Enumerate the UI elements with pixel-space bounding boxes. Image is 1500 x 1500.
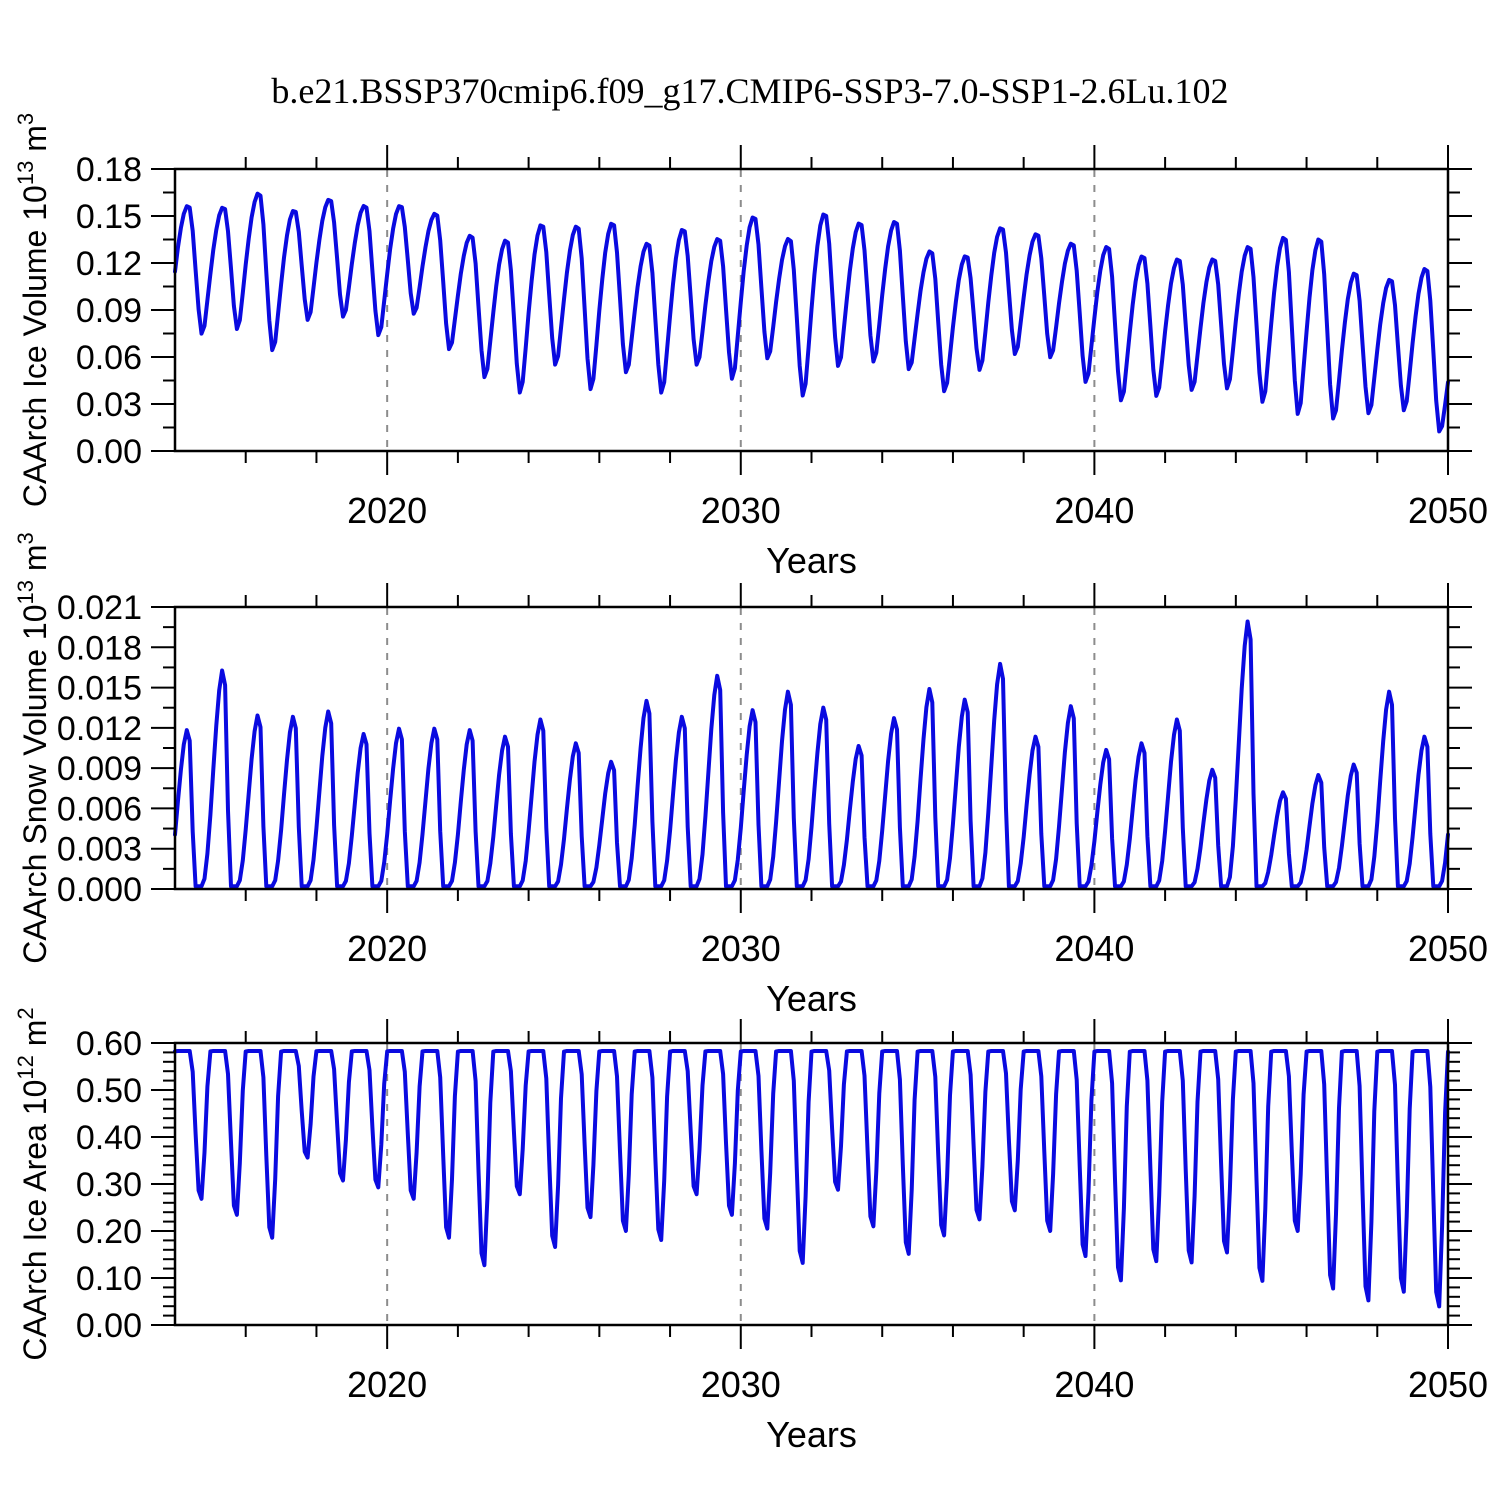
y-tick-label: 0.021 — [57, 589, 142, 627]
y-tick-label: 0.03 — [76, 386, 142, 424]
x-tick-label: 2050 — [1408, 928, 1488, 969]
x-tick-label: 2030 — [701, 490, 781, 531]
x-tick-label: 2040 — [1054, 490, 1134, 531]
x-axis-label: Years — [766, 540, 857, 581]
chart-title: b.e21.BSSP370cmip6.f09_g17.CMIP6-SSP3-7.… — [271, 71, 1229, 111]
y-tick-label: 0.20 — [76, 1213, 142, 1251]
snow-volume-series-line — [173, 619, 1450, 889]
x-tick-label: 2040 — [1054, 928, 1134, 969]
y-tick-label: 0.018 — [57, 629, 142, 667]
y-tick-label: 0.012 — [57, 710, 142, 748]
y-tick-label: 0.18 — [76, 151, 142, 189]
y-tick-label: 0.015 — [57, 670, 142, 708]
x-tick-label: 2050 — [1408, 490, 1488, 531]
ice-area-series-line — [173, 1049, 1450, 1309]
y-tick-label: 0.000 — [57, 871, 142, 909]
y-tick-label: 0.003 — [57, 831, 142, 869]
y-tick-label: 0.40 — [76, 1119, 142, 1157]
x-tick-label: 2040 — [1054, 1364, 1134, 1405]
x-tick-label: 2030 — [701, 1364, 781, 1405]
plot-snow-volume: 0.0000.0030.0060.0090.0120.0150.0180.021… — [13, 532, 1488, 1019]
y-axis-label-snow-volume: CAArch Snow Volume 1013 m3 — [13, 532, 53, 964]
y-tick-label: 0.12 — [76, 245, 142, 283]
x-axis-label: Years — [766, 978, 857, 1019]
ice-volume-series-line — [173, 191, 1450, 434]
y-tick-label: 0.09 — [76, 292, 142, 330]
x-tick-label: 2020 — [347, 1364, 427, 1405]
y-tick-label: 0.006 — [57, 790, 142, 828]
y-tick-label: 0.60 — [76, 1025, 142, 1063]
x-tick-label: 2030 — [701, 928, 781, 969]
plot-ice-volume: 0.00 0.03 0.06 0.09 0.12 0.15 0.18 2020 2030 2040… — [13, 113, 1488, 581]
y-tick-label: 0.30 — [76, 1166, 142, 1204]
y-tick-label: 0.10 — [76, 1260, 142, 1298]
y-tick-label: 0.00 — [76, 433, 142, 471]
x-tick-label: 2050 — [1408, 1364, 1488, 1405]
y-tick-label: 0.15 — [76, 198, 142, 236]
y-tick-label: 0.50 — [76, 1072, 142, 1110]
plot-ice-area: 0.00 0.10 0.20 0.30 0.40 0.50 0.60 2020 2030 2040… — [13, 1007, 1488, 1455]
x-tick-label: 2020 — [347, 928, 427, 969]
y-tick-label: 0.009 — [57, 750, 142, 788]
x-tick-label: 2020 — [347, 490, 427, 531]
y-tick-label: 0.00 — [76, 1307, 142, 1345]
y-axis-label-ice-volume: CAArch Ice Volume 1013 m3 — [13, 113, 53, 507]
y-axis-label-ice-area: CAArch Ice Area 1012 m2 — [13, 1007, 53, 1360]
x-axis-label: Years — [766, 1414, 857, 1455]
y-tick-label: 0.06 — [76, 339, 142, 377]
